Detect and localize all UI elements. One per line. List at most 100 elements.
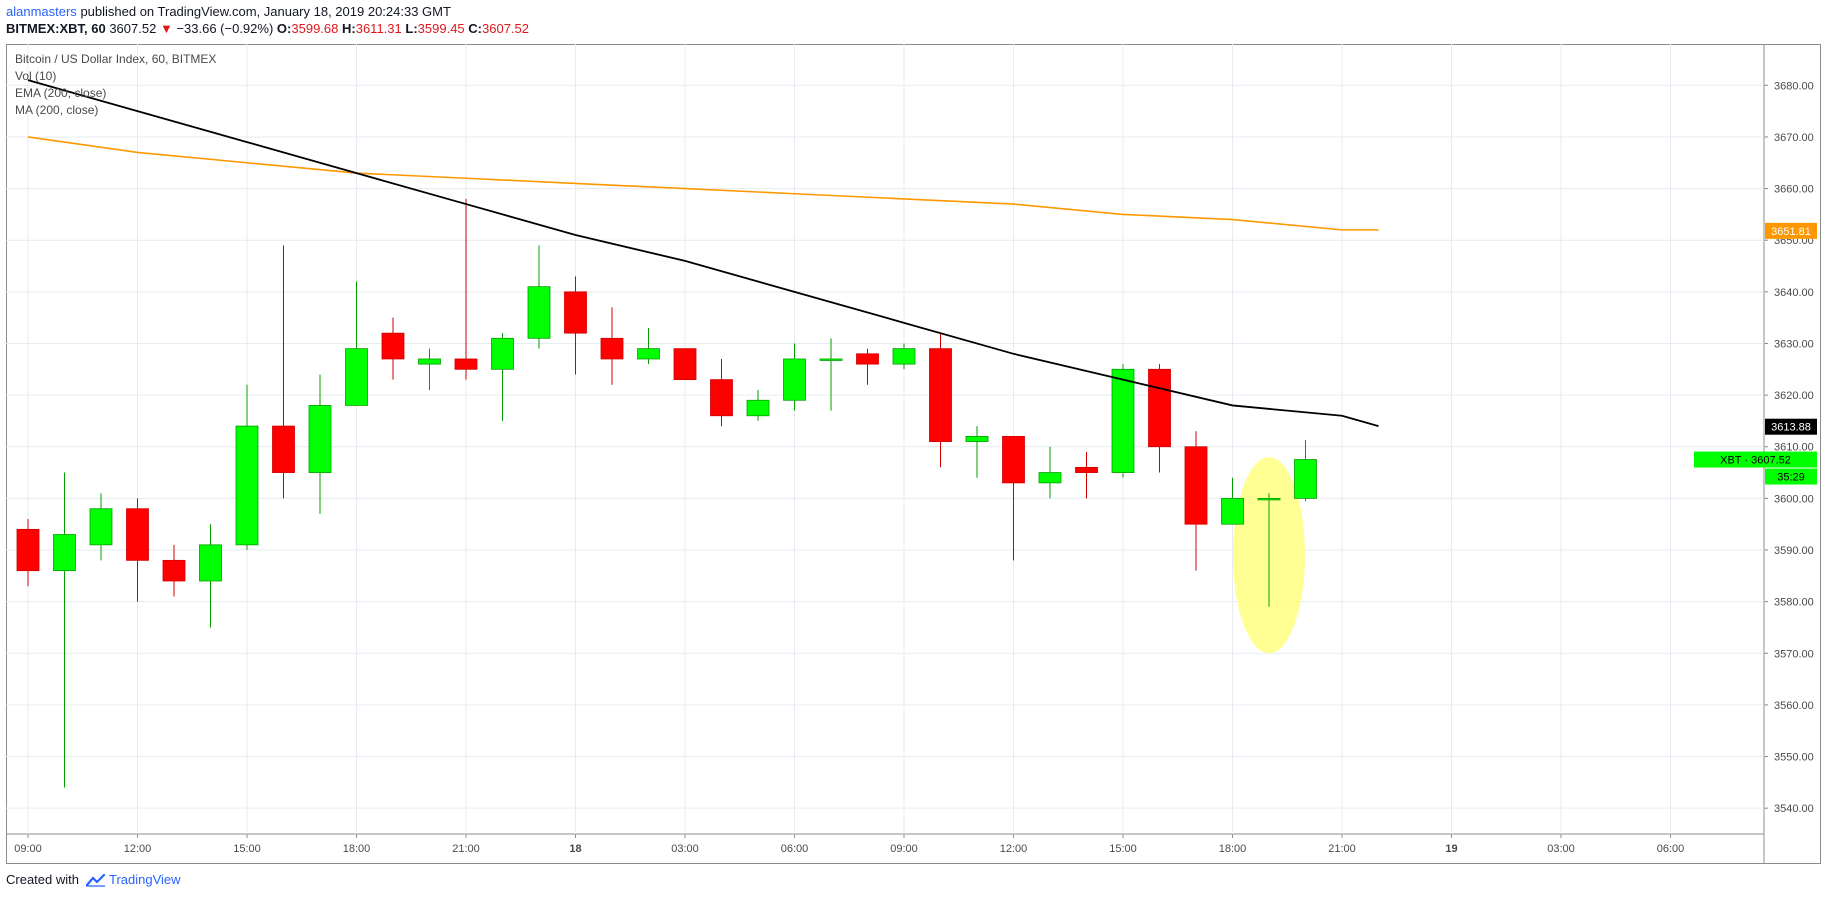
close-value: 3607.52	[482, 21, 529, 36]
footer: Created with TradingView	[6, 872, 181, 887]
tradingview-brand-link[interactable]: TradingView	[109, 872, 181, 887]
candle-body	[527, 286, 551, 339]
x-tick-label: 19	[1445, 843, 1457, 855]
y-tick-label: 3570.00	[1774, 648, 1814, 660]
y-tick-label: 3640.00	[1774, 287, 1814, 299]
candlestick-chart[interactable]: 3540.00 3550.00 3560.00 3570.00 3580.00 3590.…	[6, 44, 1821, 864]
y-tick-label: 3600.00	[1774, 493, 1814, 505]
ma-200-line	[27, 136, 1379, 231]
candle-body	[199, 544, 222, 582]
open-value: 3599.68	[291, 21, 339, 36]
y-tick-label: 3540.00	[1774, 803, 1814, 815]
ma-price-tag-bg	[1765, 222, 1817, 239]
candle-body	[1148, 368, 1171, 448]
x-tick-label: 21:00	[452, 843, 480, 855]
candle-body	[1075, 466, 1098, 473]
published-text: published on TradingView.com, January 18…	[80, 4, 451, 19]
candle-body	[929, 348, 952, 442]
candle-body	[381, 332, 405, 360]
candle-body	[418, 358, 441, 365]
candle-body	[892, 348, 916, 365]
candle-body	[1002, 436, 1025, 484]
candle-body	[1221, 497, 1244, 525]
x-tick-label: 09:00	[14, 843, 42, 855]
x-tick-label: 12:00	[1000, 843, 1028, 855]
legend-ma[interactable]: MA (200, close)	[15, 103, 99, 117]
last-price-tag-bg	[1694, 451, 1817, 468]
ma-price-tag: 3651.81	[1771, 226, 1811, 238]
x-tick-label: 15:00	[1109, 843, 1137, 855]
last-price: 3607.52	[109, 21, 157, 36]
candle-body	[637, 348, 660, 360]
y-tick-label: 3590.00	[1774, 545, 1814, 557]
candle-body	[856, 353, 879, 365]
candle-body	[1111, 368, 1135, 473]
x-tick-label: 12:00	[124, 843, 152, 855]
legend-vol[interactable]: Vol (10)	[15, 69, 57, 83]
x-tick-label: 06:00	[1657, 843, 1685, 855]
x-tick-label: 18	[569, 843, 581, 855]
quote-line: BITMEX:XBT, 60 3607.52 ▼ −33.66 (−0.92%)…	[6, 21, 529, 36]
candle-body	[746, 399, 770, 417]
candle-body	[1294, 459, 1317, 499]
legend-ema[interactable]: EMA (200, close)	[15, 86, 107, 100]
y-tick-label: 3610.00	[1774, 442, 1814, 454]
price-change: −33.66 (−0.92%)	[176, 21, 274, 36]
candle-body	[89, 508, 113, 546]
countdown-tag-bg	[1765, 468, 1817, 485]
y-tick-label: 3620.00	[1774, 390, 1814, 402]
chart-area[interactable]: 3540.00 3550.00 3560.00 3570.00 3580.00 3590.…	[6, 44, 1821, 864]
candle-body	[1257, 497, 1281, 501]
x-tick-label: 03:00	[671, 843, 699, 855]
x-tick-label: 18:00	[343, 843, 371, 855]
x-tick-label: 18:00	[1219, 843, 1247, 855]
candle-body	[272, 425, 295, 473]
ema-price-tag-bg	[1765, 418, 1817, 435]
x-tick-label: 21:00	[1328, 843, 1356, 855]
candle-body	[1184, 446, 1208, 525]
high-label: H:	[342, 21, 356, 36]
candle-body	[783, 358, 806, 401]
y-tick-label: 3560.00	[1774, 700, 1814, 712]
candle-body	[673, 348, 697, 381]
ema-200-line	[27, 79, 1379, 427]
candle-body	[965, 436, 989, 442]
candle-body	[345, 348, 368, 406]
candle-body	[491, 337, 514, 370]
created-with-text: Created with	[6, 872, 79, 887]
legend-title: Bitcoin / US Dollar Index, 60, BITMEX	[15, 52, 217, 66]
x-tick-label: 06:00	[781, 843, 809, 855]
publish-line: alanmasters published on TradingView.com…	[6, 4, 451, 19]
close-label: C:	[468, 21, 482, 36]
y-tick-label: 3670.00	[1774, 132, 1814, 144]
candle-body	[126, 508, 149, 561]
last-price-tag: XBT · 3607.52	[1720, 455, 1791, 467]
author-link[interactable]: alanmasters	[6, 4, 77, 19]
candle-body	[16, 528, 40, 572]
y-tick-label: 3660.00	[1774, 184, 1814, 196]
y-tick-label: 3680.00	[1774, 80, 1814, 92]
countdown-tag: 35:29	[1777, 472, 1805, 484]
candle-body	[308, 405, 332, 473]
x-tick-label: 15:00	[233, 843, 261, 855]
low-value: 3599.45	[417, 21, 465, 36]
ema-price-tag: 3613.88	[1771, 422, 1811, 434]
x-tick-label: 09:00	[890, 843, 918, 855]
y-tick-label: 3630.00	[1774, 338, 1814, 350]
candle-body	[564, 291, 587, 334]
candle-body	[53, 534, 76, 572]
x-tick-label: 03:00	[1547, 843, 1575, 855]
candle-body	[162, 559, 186, 582]
candle-body	[1038, 472, 1062, 484]
low-label: L:	[405, 21, 418, 36]
candle-body	[454, 358, 478, 370]
y-tick-label: 3580.00	[1774, 597, 1814, 609]
candle-body	[600, 337, 624, 360]
symbol-label: BITMEX:XBT, 60	[6, 21, 106, 36]
candle-body	[819, 358, 843, 361]
high-value: 3611.31	[355, 21, 402, 36]
tradingview-logo-icon	[85, 873, 105, 887]
candle-body	[235, 425, 259, 546]
down-arrow-icon: ▼	[159, 21, 173, 36]
open-label: O:	[276, 21, 292, 36]
